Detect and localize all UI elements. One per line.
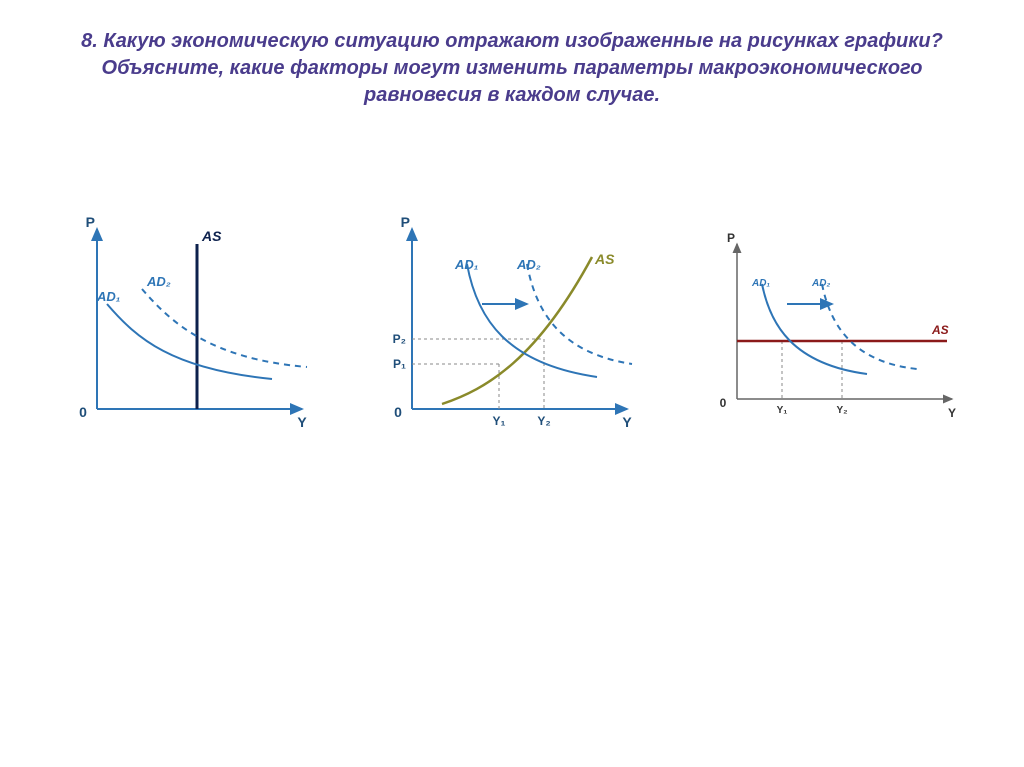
svg-text:AD₂: AD₂ (811, 278, 830, 289)
chart-1: 0 P Y AS AD₁ AD₂ (52, 209, 322, 454)
svg-text:AD₂: AD₂ (146, 274, 171, 289)
svg-text:Y₁: Y₁ (776, 405, 787, 416)
svg-text:AD₁: AD₁ (454, 257, 478, 272)
svg-text:P: P (86, 214, 95, 230)
svg-text:P: P (401, 214, 410, 230)
svg-text:0: 0 (79, 404, 87, 420)
svg-text:AS: AS (594, 251, 615, 267)
svg-text:P₁: P₁ (393, 357, 406, 371)
page-title: 8. Какую экономическую ситуацию отражают… (0, 0, 1024, 109)
svg-text:AD₁: AD₁ (751, 278, 770, 289)
svg-text:AD₂: AD₂ (516, 257, 541, 272)
chart-2: 0 P Y P₁ P₂ Y₁ Y₂ AS AD₁ AD₂ (367, 209, 647, 454)
svg-text:Y₁: Y₁ (493, 414, 506, 428)
svg-text:0: 0 (394, 404, 402, 420)
svg-text:AS: AS (931, 323, 949, 337)
chart-3: 0 P Y Y₁ Y₂ AS AD₁ AD₂ (692, 224, 972, 439)
svg-text:P: P (727, 231, 735, 245)
svg-text:AS: AS (201, 228, 222, 244)
svg-text:Y: Y (622, 414, 632, 430)
svg-text:Y₂: Y₂ (836, 405, 847, 416)
svg-text:AD₁: AD₁ (96, 289, 120, 304)
svg-text:P₂: P₂ (393, 332, 406, 346)
svg-text:0: 0 (719, 396, 726, 410)
charts-row: 0 P Y AS AD₁ AD₂ 0 P Y P₁ P₂ Y₁ Y₂ AS AD₁ AD₂ 0 P Y Y₁ Y₂ A… (0, 209, 1024, 454)
svg-text:Y: Y (298, 414, 308, 430)
svg-text:Y₂: Y₂ (537, 414, 550, 428)
svg-text:Y: Y (948, 406, 956, 420)
